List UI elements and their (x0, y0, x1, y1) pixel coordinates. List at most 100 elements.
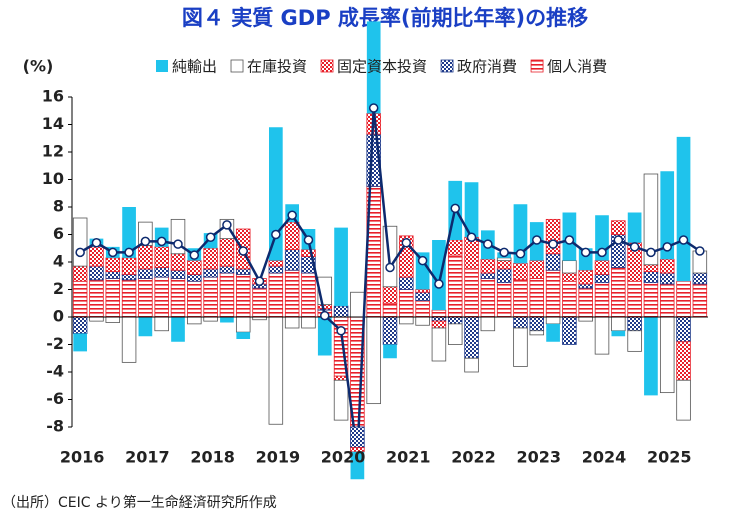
bar-segment (236, 332, 251, 339)
bar-segment (187, 280, 202, 318)
bar-segment (73, 333, 88, 352)
bar-segment (529, 330, 545, 336)
bar-segment (431, 320, 447, 329)
y-tick-label: 4 (53, 252, 64, 271)
gdp-point (515, 249, 526, 259)
y-tick-label: -8 (46, 417, 64, 436)
bar-segment (235, 316, 251, 333)
bar-segment (284, 316, 300, 329)
gdp-point (385, 262, 395, 273)
bar-segment (219, 238, 235, 267)
bar-segment (399, 316, 414, 325)
bar-segment (480, 316, 496, 332)
bar-segment (545, 253, 561, 271)
bar-segment (187, 316, 202, 325)
legend-label: 固定資本投資 (337, 58, 427, 76)
bar-segment (627, 330, 642, 352)
bar-segment (268, 272, 284, 318)
gdp-point (401, 238, 412, 248)
bar-segment (121, 279, 137, 318)
bar-segment (659, 258, 675, 274)
chart-title: 図４ 実質 GDP 成長率(前期比年率)の推移 (182, 6, 588, 30)
bar-segment (480, 258, 496, 274)
bar-segment (545, 316, 561, 325)
bar-segment (692, 272, 708, 285)
legend-swatch (230, 59, 244, 73)
legend-label: 個人消費 (547, 58, 607, 76)
bar-segment (578, 316, 593, 322)
gdp-point (662, 242, 672, 252)
gdp-point (254, 276, 265, 286)
bar-segment (154, 276, 169, 318)
bar-segment (187, 260, 202, 275)
x-tick-label: 2022 (451, 448, 496, 467)
bar-segment (660, 171, 675, 260)
bar-segment (513, 327, 528, 367)
bar-segment (545, 269, 561, 318)
bar-segment (268, 316, 284, 425)
bar-segment (203, 268, 218, 278)
bar-segment (122, 207, 136, 258)
gdp-point (189, 250, 200, 260)
bar-segment (334, 227, 348, 306)
gdp-point (108, 247, 118, 258)
gdp-point (287, 210, 297, 220)
y-tick-label: 6 (53, 224, 64, 243)
bar-segment (399, 276, 414, 290)
gdp-point (532, 235, 542, 245)
bar-segment (480, 278, 496, 318)
bar-segment (431, 309, 447, 318)
bar-segment (170, 278, 186, 318)
bar-segment (562, 280, 577, 318)
bar-segment (350, 451, 365, 480)
bar-segment (447, 323, 463, 345)
y-tick-label: 16 (42, 87, 64, 106)
bar-segment (220, 317, 234, 323)
legend-swatch (530, 59, 544, 73)
bar-segment (415, 289, 430, 293)
bar-segment (89, 265, 104, 281)
gdp-point (695, 246, 705, 256)
bar-segment (268, 260, 284, 267)
bar-segment (676, 136, 691, 282)
bar-segment (366, 21, 381, 114)
bar-segment (154, 316, 169, 332)
legend-label: 純輸出 (172, 58, 217, 76)
bar-segment (627, 212, 642, 243)
bar-segment (464, 357, 479, 373)
bar-segment (219, 272, 235, 318)
source-note: （出所）CEIC より第一生命経済研究所作成 (2, 494, 277, 511)
bar-segment (89, 279, 104, 318)
bar-segment (301, 249, 316, 257)
bar-segment (431, 327, 447, 362)
bar-segment (366, 316, 381, 405)
bar-segment (89, 316, 104, 322)
bar-segment (627, 316, 642, 332)
bar-segment (171, 317, 185, 342)
y-tick-label: 14 (42, 114, 64, 133)
bar-segment (105, 278, 121, 318)
bar-segment (235, 273, 251, 318)
gdp-point (238, 246, 248, 256)
y-tick-label: -2 (46, 334, 64, 353)
bar-segment (546, 323, 560, 342)
bar-segment (676, 341, 691, 381)
bar-segment (562, 316, 577, 345)
bar-segment (203, 316, 218, 322)
bar-segment (72, 280, 88, 318)
bar-segment (496, 268, 512, 284)
bar-segment (513, 204, 528, 264)
bar-segment (72, 265, 88, 282)
bar-segment (659, 272, 675, 285)
bar-segment (643, 264, 659, 273)
bar-segment (594, 260, 610, 275)
x-tick-label: 2016 (60, 448, 105, 467)
gdp-point (548, 239, 558, 249)
bar-segment (105, 316, 121, 323)
bar-segment (317, 317, 332, 356)
x-tick-label: 2020 (321, 448, 366, 467)
bar-segment (594, 273, 610, 284)
bar-segment (480, 272, 496, 279)
bar-segment (692, 283, 708, 318)
bar-segment (284, 221, 300, 251)
